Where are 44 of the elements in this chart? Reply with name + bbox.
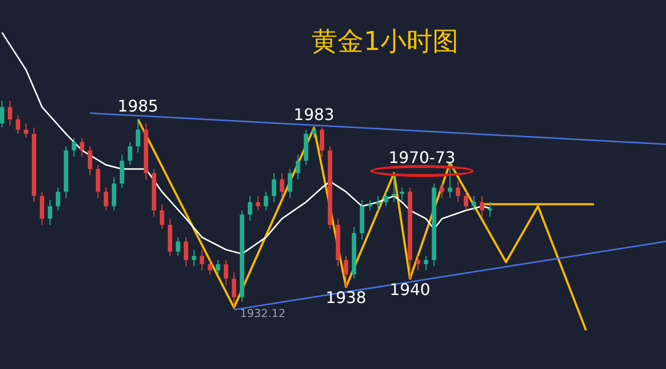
candlestick — [368, 200, 372, 211]
candlestick — [112, 176, 116, 211]
candlestick — [96, 164, 100, 198]
candlestick — [80, 137, 84, 158]
candlestick — [464, 191, 468, 211]
candlestick — [120, 154, 124, 188]
candlestick — [24, 123, 28, 138]
candlestick — [280, 172, 284, 198]
annotation: 1983 — [294, 104, 334, 124]
candlestick — [160, 204, 164, 230]
candlestick — [104, 187, 108, 211]
candlestick — [264, 191, 268, 211]
candlestick — [88, 146, 92, 176]
annotation: 1970-73 — [388, 148, 456, 167]
candlestick — [232, 272, 236, 308]
candlestick — [440, 183, 444, 198]
chart-title: 黄金1小时图 — [310, 26, 460, 59]
candlestick — [216, 260, 220, 276]
candlestick — [448, 162, 452, 198]
annotation: 1985 — [118, 96, 158, 116]
candlestick — [72, 137, 76, 158]
candlestick — [224, 260, 228, 286]
candlestick — [136, 118, 140, 153]
candlestick — [272, 172, 276, 203]
candlestick — [208, 260, 212, 276]
candlestick — [40, 191, 44, 226]
candlestick — [288, 168, 292, 198]
candlestick — [176, 236, 180, 256]
candlestick — [312, 127, 316, 138]
annotation: 1938 — [326, 288, 366, 308]
candlestick — [256, 195, 260, 211]
candlestick — [296, 154, 300, 180]
candlestick — [248, 195, 252, 222]
candlestick — [472, 195, 476, 211]
candlestick — [56, 187, 60, 211]
candlestick — [184, 236, 188, 267]
candlestick — [320, 127, 324, 158]
candlestick — [8, 100, 12, 126]
annotation: 1932.12 — [240, 306, 286, 320]
candlestick — [344, 255, 348, 288]
candlestick — [456, 180, 460, 203]
candlestick — [480, 195, 484, 218]
candlestick — [0, 100, 4, 128]
annotation: 1940 — [390, 280, 430, 299]
